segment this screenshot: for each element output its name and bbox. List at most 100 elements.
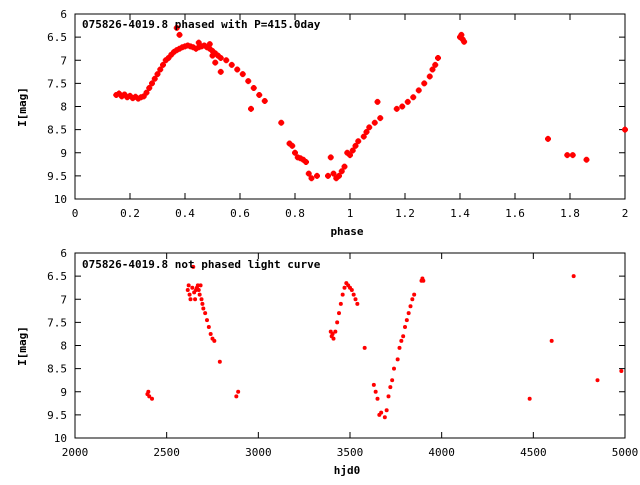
phased-data-point bbox=[217, 68, 224, 75]
phased-data-point bbox=[234, 66, 241, 73]
phased-data-point bbox=[140, 93, 147, 100]
phased-data-point bbox=[545, 135, 551, 142]
unphased-data-point bbox=[353, 297, 358, 302]
unphased-data-point bbox=[395, 357, 400, 362]
unphased-data-point bbox=[201, 306, 206, 311]
unphased-data-point bbox=[187, 292, 192, 297]
phased-data-point bbox=[286, 140, 293, 147]
unphased-data-point bbox=[392, 366, 396, 371]
phased-y-axis-label: I[mag] bbox=[16, 87, 29, 127]
unphased-data-point bbox=[331, 336, 336, 341]
unphased-data-point bbox=[234, 394, 239, 399]
unphased-y-tick-label: 6.5 bbox=[47, 270, 67, 283]
phased-data-point bbox=[171, 48, 177, 55]
phased-data-point bbox=[160, 61, 166, 68]
phased-y-tick-label: 7 bbox=[60, 54, 67, 67]
phased-data-point bbox=[195, 39, 202, 46]
phased-data-point bbox=[435, 54, 441, 61]
phased-y-tick-label: 8 bbox=[60, 101, 67, 114]
phased-data-point bbox=[190, 44, 197, 51]
phased-data-point bbox=[146, 85, 153, 91]
phased-y-tick-label: 7.5 bbox=[47, 77, 67, 90]
unphased-data-point bbox=[193, 297, 198, 302]
unphased-x-axis-label: hjd0 bbox=[334, 464, 361, 477]
phased-data-point bbox=[410, 94, 417, 101]
phased-data-point bbox=[162, 57, 169, 64]
phased-data-point bbox=[124, 94, 131, 101]
phased-data-points bbox=[113, 24, 628, 182]
phased-data-point bbox=[132, 93, 139, 100]
phased-x-tick-label: 2 bbox=[622, 207, 629, 220]
phased-data-point bbox=[338, 168, 345, 175]
phased-data-point bbox=[193, 45, 199, 52]
unphased-data-point bbox=[212, 338, 217, 343]
phased-data-point bbox=[333, 175, 340, 182]
phased-data-point bbox=[250, 85, 257, 91]
unphased-x-tick-label: 2500 bbox=[153, 446, 180, 459]
unphased-data-point bbox=[412, 292, 417, 297]
unphased-data-point bbox=[549, 338, 554, 343]
phased-data-point bbox=[113, 91, 120, 98]
unphased-data-point bbox=[199, 297, 204, 302]
phased-chart: 0 0.2 0.4 0.6 0.8 1 1.2 1.4 1.6 1.8 2 6 6.5 7 7.5 8 8.5 9… bbox=[16, 8, 628, 238]
unphased-data-point bbox=[337, 311, 341, 316]
unphased-data-point bbox=[527, 396, 532, 401]
phased-x-tick-label: 0 bbox=[72, 207, 79, 220]
unphased-y-tick-label: 7 bbox=[60, 293, 67, 306]
phased-data-point bbox=[583, 156, 590, 163]
phased-data-point bbox=[154, 71, 161, 78]
phased-data-point bbox=[217, 54, 224, 61]
phased-y-tick-label: 6.5 bbox=[47, 31, 67, 44]
phased-data-point bbox=[204, 44, 210, 51]
unphased-data-point bbox=[362, 345, 367, 350]
phased-plot-frame bbox=[74, 13, 626, 200]
unphased-data-point bbox=[401, 334, 406, 339]
unphased-data-point bbox=[571, 274, 576, 279]
unphased-data-point bbox=[342, 285, 347, 290]
phased-data-point bbox=[415, 87, 422, 94]
unphased-data-point bbox=[371, 382, 376, 387]
phased-data-point bbox=[305, 170, 312, 177]
unphased-chart: 2000 2500 3000 3500 4000 4500 5000 6 6.5 7 7.5 8 8.5… bbox=[16, 247, 638, 477]
unphased-data-point bbox=[185, 288, 190, 292]
unphased-data-point bbox=[197, 292, 202, 297]
phased-data-point bbox=[349, 147, 356, 154]
phased-data-point bbox=[116, 90, 122, 97]
unphased-x-tick-label: 4500 bbox=[520, 446, 547, 459]
phased-data-point bbox=[336, 172, 342, 179]
phased-data-point bbox=[173, 47, 180, 54]
unphased-data-point bbox=[421, 278, 426, 283]
unphased-y-tick-label: 8 bbox=[60, 340, 67, 353]
unphased-y-tick-label: 9 bbox=[60, 386, 67, 399]
phased-data-point bbox=[212, 50, 219, 57]
phased-data-point bbox=[173, 24, 180, 31]
phased-data-point bbox=[176, 31, 183, 38]
phased-data-point bbox=[429, 66, 436, 73]
unphased-data-point bbox=[217, 359, 222, 364]
phased-y-tick-label: 9 bbox=[60, 147, 67, 160]
phased-data-point bbox=[347, 152, 353, 159]
unphased-data-point bbox=[382, 415, 387, 420]
unphased-chart-title: 075826-4019.8 not phased light curve bbox=[82, 258, 321, 271]
phased-y-tick-label: 8.5 bbox=[47, 124, 67, 137]
phased-data-point bbox=[209, 52, 216, 59]
phased-data-point bbox=[135, 95, 142, 102]
unphased-data-point bbox=[338, 301, 343, 306]
phased-data-point bbox=[363, 128, 370, 135]
phased-data-point bbox=[341, 163, 348, 170]
unphased-axis-ticks: 2000 2500 3000 3500 4000 4500 5000 6 6.5 7 7.5 8 8.5… bbox=[47, 247, 638, 459]
phased-x-tick-label: 0.4 bbox=[175, 207, 195, 220]
unphased-data-point bbox=[330, 331, 335, 336]
unphased-data-point bbox=[384, 408, 389, 413]
unphased-data-point bbox=[390, 378, 395, 383]
unphased-data-point bbox=[236, 389, 241, 394]
phased-x-tick-label: 0.8 bbox=[285, 207, 305, 220]
unphased-data-point bbox=[403, 325, 407, 329]
phased-x-axis-label: phase bbox=[330, 225, 363, 238]
phased-data-point bbox=[377, 115, 384, 122]
phased-data-point bbox=[129, 95, 136, 102]
phased-data-point bbox=[278, 119, 285, 126]
phased-data-point bbox=[458, 31, 465, 38]
unphased-data-point bbox=[375, 396, 380, 401]
unphased-data-point bbox=[200, 301, 205, 306]
